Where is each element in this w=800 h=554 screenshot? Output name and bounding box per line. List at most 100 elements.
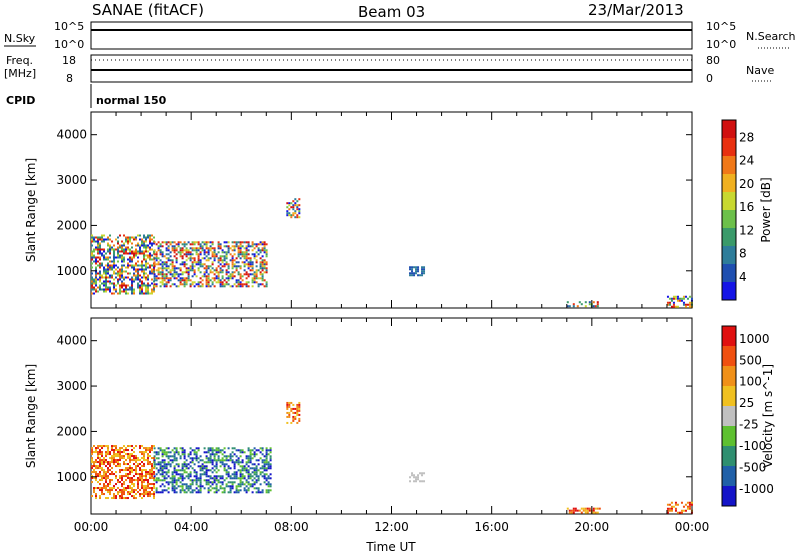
echo-cell — [151, 483, 153, 486]
echo-cell — [296, 405, 299, 408]
echo-cell — [97, 487, 99, 490]
echo-cell — [263, 461, 266, 464]
echo-region — [153, 241, 268, 288]
echo-cell — [225, 273, 228, 276]
echo-cell — [298, 403, 301, 406]
echo-cell — [95, 258, 97, 261]
echo-cell — [145, 244, 147, 247]
echo-cell — [97, 457, 99, 460]
echo-cell — [111, 282, 113, 285]
echo-cell — [173, 455, 176, 458]
echo-cell — [119, 477, 121, 480]
echo-cell — [107, 467, 109, 470]
echo-cell — [179, 455, 182, 458]
echo-cell — [141, 479, 143, 482]
echo-cell — [265, 455, 268, 458]
echo-cell — [167, 249, 170, 252]
echo-cell — [141, 469, 143, 472]
echo-cell — [121, 489, 123, 492]
echo-cell — [99, 258, 101, 261]
echo-cell — [93, 236, 95, 239]
echo-cell — [205, 241, 208, 244]
echo-cell — [171, 261, 174, 264]
echo-cell — [171, 481, 174, 484]
echo-region — [566, 507, 601, 514]
echo-cell — [95, 246, 97, 249]
echo-cell — [185, 253, 188, 256]
echo-cell — [107, 491, 109, 494]
echo-cell — [221, 285, 224, 288]
echo-cell — [267, 477, 270, 480]
echo-cell — [225, 281, 228, 284]
echo-cell — [231, 483, 234, 486]
echo-cell — [189, 269, 192, 272]
echo-cell — [127, 449, 129, 452]
echo-cell — [129, 459, 131, 462]
echo-cell — [109, 483, 111, 486]
echo-cell — [135, 252, 137, 255]
echo-cell — [167, 241, 170, 244]
colorbar-swatch — [722, 264, 736, 282]
echo-cell — [143, 451, 145, 454]
echo-cell — [185, 263, 188, 266]
echo-cell — [121, 457, 123, 460]
echo-cell — [294, 202, 297, 205]
echo-cell — [233, 275, 236, 278]
echo-cell — [163, 489, 166, 492]
echo-cell — [123, 497, 125, 500]
echo-cell — [690, 503, 693, 506]
echo-cell — [213, 251, 216, 254]
echo-cell — [111, 497, 113, 500]
echo-cell — [421, 472, 424, 475]
echo-cell — [105, 455, 107, 458]
echo-cell — [211, 243, 214, 246]
echo-cell — [666, 295, 669, 298]
echo-cell — [135, 457, 137, 460]
echo-cell — [596, 511, 599, 514]
echo-cell — [181, 489, 184, 492]
echo-cell — [263, 251, 266, 254]
echo-cell — [117, 254, 119, 257]
echo-cell — [588, 301, 591, 304]
echo-cell — [131, 495, 133, 498]
echo-cell — [239, 265, 242, 268]
echo-cell — [133, 274, 135, 277]
echo-cell — [97, 244, 99, 247]
echo-cell — [197, 447, 200, 450]
echo-cell — [113, 453, 115, 456]
echo-cell — [93, 463, 95, 466]
echo-cell — [187, 251, 190, 254]
echo-cell — [411, 266, 414, 269]
echo-cell — [215, 477, 218, 480]
echo-cell — [101, 240, 103, 243]
echo-cell — [95, 274, 97, 277]
echo-cell — [137, 481, 139, 484]
echo-cell — [135, 473, 137, 476]
echo-cell — [155, 487, 158, 490]
echo-cell — [255, 275, 258, 278]
echo-cell — [231, 241, 234, 244]
echo-cell — [149, 461, 151, 464]
echo-cell — [147, 292, 149, 295]
echo-cell — [111, 457, 113, 460]
echo-cell — [123, 244, 125, 247]
echo-cell — [141, 238, 143, 241]
echo-cell — [219, 245, 222, 248]
echo-cell — [165, 273, 168, 276]
echo-cell — [149, 266, 151, 269]
echo-cell — [217, 447, 220, 450]
echo-cell — [195, 491, 198, 494]
echo-cell — [598, 507, 601, 510]
echo-cell — [187, 463, 190, 466]
echo-cell — [107, 471, 109, 474]
echo-cell — [139, 479, 141, 482]
echo-cell — [205, 271, 208, 274]
echo-cell — [135, 461, 137, 464]
echo-cell — [141, 280, 143, 283]
echo-cell — [259, 261, 262, 264]
echo-cell — [167, 457, 170, 460]
echo-cell — [135, 264, 137, 267]
echo-cell — [119, 453, 121, 456]
echo-cell — [233, 249, 236, 252]
